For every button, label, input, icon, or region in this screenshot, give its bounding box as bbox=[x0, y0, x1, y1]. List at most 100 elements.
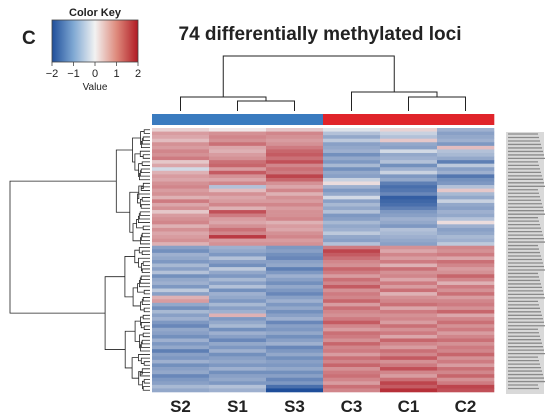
heatmap-cell bbox=[323, 206, 381, 211]
heatmap-cell bbox=[152, 263, 210, 268]
heatmap-cell bbox=[152, 192, 210, 197]
column-group-swatch bbox=[209, 114, 267, 125]
heatmap-cell bbox=[266, 288, 324, 293]
heatmap-cell bbox=[380, 135, 438, 140]
heatmap-cell bbox=[380, 177, 438, 182]
dendrogram-branch bbox=[140, 204, 150, 209]
heatmap-cell bbox=[209, 156, 267, 161]
heatmap-cell bbox=[380, 199, 438, 204]
dendrogram-branch bbox=[143, 361, 150, 366]
heatmap-cell bbox=[209, 195, 267, 200]
heatmap-cell bbox=[323, 128, 381, 132]
dendrogram-branch bbox=[139, 211, 150, 216]
dendrogram-branch bbox=[137, 283, 145, 293]
heatmap-cell bbox=[380, 174, 438, 179]
heatmap-cell bbox=[209, 235, 267, 239]
heatmap-cell bbox=[266, 306, 324, 311]
heatmap-cell bbox=[380, 145, 438, 150]
heatmap-cell bbox=[266, 277, 324, 282]
heatmap-cell bbox=[209, 160, 267, 164]
heatmap-cell bbox=[209, 345, 267, 350]
heatmap-cell bbox=[209, 388, 267, 393]
heatmap-cell bbox=[380, 338, 438, 343]
heatmap-cell bbox=[209, 338, 267, 343]
heatmap-cell bbox=[323, 188, 381, 193]
heatmap-cell bbox=[209, 288, 267, 293]
heatmap-cell bbox=[266, 220, 324, 225]
dendrogram-branch bbox=[143, 307, 150, 313]
heatmap-cell bbox=[437, 220, 495, 225]
heatmap-cell bbox=[437, 195, 495, 200]
heatmap-cell bbox=[380, 170, 438, 175]
heatmap-cell bbox=[152, 377, 210, 382]
heatmap-cell bbox=[380, 238, 438, 243]
dendrogram-branch bbox=[408, 96, 466, 111]
heatmap-cell bbox=[152, 345, 210, 350]
heatmap-cell bbox=[209, 210, 267, 214]
heatmap-cell bbox=[437, 302, 495, 307]
dendrogram-branch bbox=[141, 268, 150, 273]
heatmap-cell bbox=[437, 206, 495, 211]
dendrogram-branch bbox=[351, 91, 438, 111]
heatmap-cell bbox=[209, 324, 267, 329]
dendrogram-branch bbox=[143, 289, 150, 295]
heatmap-cell bbox=[152, 267, 210, 272]
heatmap-cell bbox=[380, 384, 438, 389]
heatmap-cell bbox=[380, 345, 438, 350]
heatmap-cell bbox=[209, 174, 267, 179]
heatmap-cell bbox=[323, 202, 381, 207]
heatmap-cell bbox=[152, 352, 210, 357]
heatmap-cell bbox=[152, 145, 210, 150]
heatmap-cell bbox=[437, 377, 495, 382]
dendrogram-branch bbox=[140, 341, 150, 348]
heatmap-cell bbox=[437, 370, 495, 375]
heatmap-cell bbox=[209, 245, 267, 250]
dendrogram-branch bbox=[139, 150, 150, 157]
heatmap-cell bbox=[437, 145, 495, 150]
heatmap-cell bbox=[152, 309, 210, 314]
heatmap-cell bbox=[380, 363, 438, 368]
heatmap-cell bbox=[380, 231, 438, 236]
heatmap-cell bbox=[323, 145, 381, 150]
heatmap-cell bbox=[266, 245, 324, 250]
heatmap-cell bbox=[323, 320, 381, 325]
heatmap-cell bbox=[152, 302, 210, 307]
heatmap-cell bbox=[323, 363, 381, 368]
heatmap-cell bbox=[323, 327, 381, 332]
heatmap-cell bbox=[380, 331, 438, 336]
heatmap-cell bbox=[437, 142, 495, 147]
heatmap-cell bbox=[266, 363, 324, 368]
heatmap-cell bbox=[437, 374, 495, 379]
heatmap-cell bbox=[209, 202, 267, 207]
heatmap-cell bbox=[209, 252, 267, 257]
color-key-tick-label: −1 bbox=[67, 68, 80, 80]
heatmap-cell bbox=[437, 327, 495, 332]
heatmap-cell bbox=[437, 277, 495, 282]
dendrogram-branch bbox=[9, 180, 117, 314]
heatmap-cell bbox=[437, 359, 495, 364]
heatmap-cell bbox=[209, 167, 267, 172]
column-label: C2 bbox=[455, 397, 477, 416]
heatmap-cell bbox=[266, 381, 324, 386]
heatmap-cell bbox=[380, 377, 438, 382]
heatmap-cell bbox=[152, 245, 210, 250]
heatmap-cell bbox=[266, 238, 324, 243]
heatmap-cell bbox=[380, 245, 438, 250]
heatmap-cell bbox=[437, 388, 495, 393]
dendrogram-branch bbox=[142, 314, 150, 320]
heatmap-cell bbox=[266, 174, 324, 179]
dendrogram-branch bbox=[136, 219, 144, 229]
heatmap-cell bbox=[266, 138, 324, 143]
heatmap-cell bbox=[437, 224, 495, 229]
heatmap-cell bbox=[266, 177, 324, 182]
heatmap-cell bbox=[152, 128, 210, 132]
column-label: S1 bbox=[227, 397, 248, 416]
heatmap-cell bbox=[152, 181, 210, 186]
heatmap-cell bbox=[380, 349, 438, 354]
heatmap-cell bbox=[152, 334, 210, 339]
heatmap-cell bbox=[266, 267, 324, 272]
heatmap-cell bbox=[323, 381, 381, 386]
heatmap-cell bbox=[266, 352, 324, 357]
heatmap-cell bbox=[323, 156, 381, 161]
row-dendrogram bbox=[9, 129, 150, 391]
